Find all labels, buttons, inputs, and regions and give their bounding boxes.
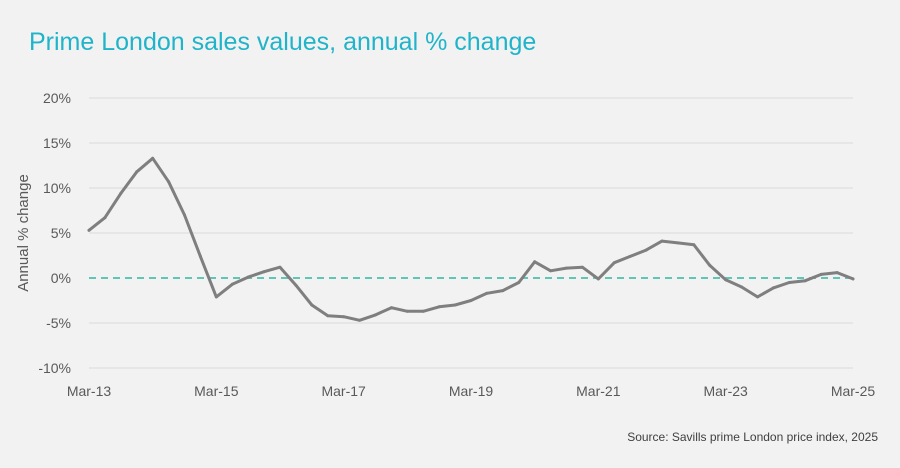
data-point bbox=[310, 303, 314, 307]
data-point bbox=[787, 281, 791, 284]
data-point bbox=[453, 303, 457, 307]
data-point bbox=[835, 271, 839, 275]
data-point bbox=[596, 277, 600, 281]
y-tick-label: 20% bbox=[43, 90, 71, 106]
x-tick-label: Mar-23 bbox=[703, 383, 748, 399]
data-point bbox=[167, 180, 171, 184]
data-point bbox=[676, 241, 680, 245]
data-point bbox=[262, 270, 266, 274]
data-point bbox=[580, 265, 584, 269]
x-tick-label: Mar-21 bbox=[576, 383, 621, 399]
data-point bbox=[565, 266, 568, 270]
data-point bbox=[294, 283, 298, 287]
y-tick-labels: -10% -5% 0% 5% 10% 15% 20% bbox=[38, 90, 71, 376]
data-point bbox=[660, 239, 664, 243]
y-tick-label: 10% bbox=[43, 180, 71, 196]
chart-title: Prime London sales values, annual % chan… bbox=[29, 28, 537, 56]
data-point bbox=[501, 289, 505, 293]
data-point bbox=[771, 286, 775, 290]
series-line bbox=[87, 156, 855, 322]
data-point bbox=[756, 295, 759, 299]
y-tick-label: -10% bbox=[38, 360, 71, 376]
data-point bbox=[326, 314, 330, 318]
data-point bbox=[644, 248, 648, 252]
data-point bbox=[628, 254, 632, 258]
data-point bbox=[724, 278, 728, 282]
data-point bbox=[421, 309, 425, 313]
y-tick-label: 5% bbox=[51, 225, 71, 241]
data-point bbox=[198, 254, 202, 258]
data-point bbox=[342, 315, 346, 319]
x-tick-label: Mar-25 bbox=[831, 383, 876, 399]
data-point bbox=[103, 216, 107, 220]
data-point bbox=[87, 228, 91, 232]
data-point bbox=[517, 281, 521, 284]
data-point bbox=[692, 243, 696, 247]
y-tick-label: 0% bbox=[51, 270, 71, 286]
data-point bbox=[246, 275, 250, 279]
data-point bbox=[135, 170, 139, 174]
source-note: Source: Savills prime London price index… bbox=[627, 430, 878, 444]
x-tick-label: Mar-19 bbox=[449, 383, 494, 399]
series-layer bbox=[87, 156, 855, 322]
data-point bbox=[708, 263, 712, 267]
data-point bbox=[374, 313, 377, 317]
data-point bbox=[358, 318, 362, 322]
data-point bbox=[389, 306, 393, 310]
data-point bbox=[183, 213, 186, 217]
data-point bbox=[740, 285, 744, 289]
data-point bbox=[549, 269, 553, 273]
x-tick-labels: Mar-13 Mar-15 Mar-17 Mar-19 Mar-21 Mar-23 Mar-… bbox=[67, 383, 876, 399]
data-point bbox=[437, 305, 441, 309]
data-point bbox=[851, 277, 855, 281]
data-point bbox=[214, 295, 218, 299]
y-axis-label: Annual % change bbox=[15, 174, 32, 292]
gridlines bbox=[89, 97, 853, 369]
y-tick-label: 15% bbox=[43, 135, 71, 151]
data-point bbox=[278, 265, 282, 269]
data-point bbox=[612, 261, 616, 265]
data-point bbox=[405, 309, 409, 313]
data-point bbox=[485, 291, 489, 295]
x-tick-label: Mar-15 bbox=[194, 383, 239, 399]
x-tick-label: Mar-17 bbox=[321, 383, 366, 399]
data-point bbox=[151, 156, 155, 160]
data-point bbox=[230, 282, 234, 286]
data-point bbox=[819, 272, 823, 276]
data-point bbox=[803, 279, 807, 283]
y-tick-label: -5% bbox=[46, 315, 71, 331]
data-point bbox=[119, 191, 123, 195]
data-point bbox=[469, 299, 473, 302]
data-point bbox=[533, 260, 537, 264]
x-tick-label: Mar-13 bbox=[67, 383, 112, 399]
